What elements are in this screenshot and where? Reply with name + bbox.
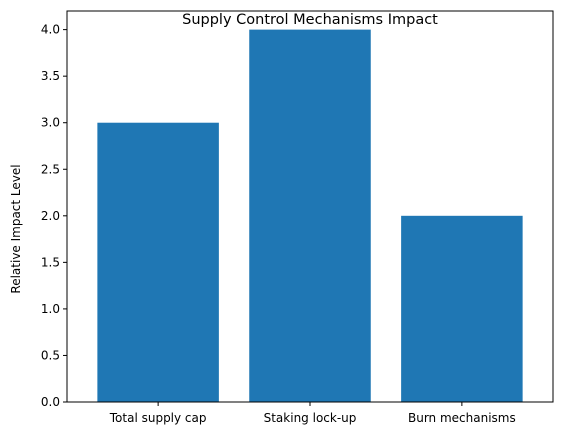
bar-0 xyxy=(97,122,219,402)
y-tick-label: 0.0 xyxy=(41,395,60,409)
y-tick-label: 0.5 xyxy=(41,348,60,362)
bars-group xyxy=(97,29,523,402)
y-tick-label: 4.0 xyxy=(41,23,60,37)
y-tick-label: 2.5 xyxy=(41,162,60,176)
bar-1 xyxy=(249,29,371,402)
y-axis: 0.0 0.5 1.0 1.5 2.0 2.5 3.0 3.5 4.0 xyxy=(41,23,67,409)
x-tick-label: Total supply cap xyxy=(109,411,207,425)
plot-frame xyxy=(66,10,554,403)
x-axis: Total supply cap Staking lock-up Burn mech… xyxy=(109,402,516,425)
chart-title: Supply Control Mechanisms Impact xyxy=(182,12,438,28)
y-tick-label: 1.5 xyxy=(41,255,60,269)
y-tick-label: 1.0 xyxy=(41,302,60,316)
x-tick-label: Staking lock-up xyxy=(264,411,357,425)
y-axis-label: Relative Impact Level xyxy=(9,164,23,293)
bar-2 xyxy=(401,215,523,402)
x-tick-label: Burn mechanisms xyxy=(408,411,516,425)
y-tick-label: 3.0 xyxy=(41,116,60,130)
y-tick-label: 2.0 xyxy=(41,209,60,223)
y-tick-label: 3.5 xyxy=(41,69,60,83)
